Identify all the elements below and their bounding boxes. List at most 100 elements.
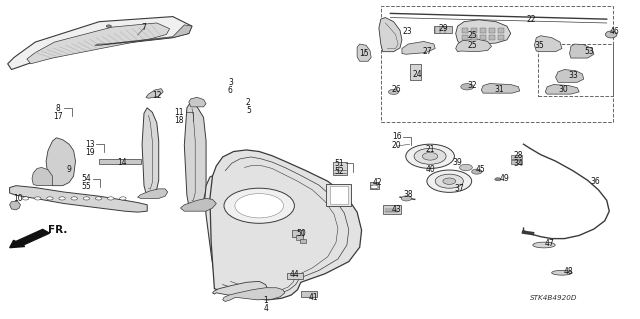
Polygon shape: [27, 23, 170, 64]
Circle shape: [461, 84, 474, 90]
Text: 50: 50: [296, 229, 306, 238]
Text: 33: 33: [568, 71, 578, 80]
Circle shape: [71, 197, 77, 200]
Circle shape: [108, 197, 114, 200]
Polygon shape: [556, 70, 584, 82]
Text: 3: 3: [228, 78, 233, 87]
Text: 26: 26: [392, 85, 402, 94]
Ellipse shape: [605, 31, 617, 38]
Bar: [301, 291, 317, 297]
Polygon shape: [570, 44, 594, 58]
Text: 54: 54: [81, 174, 92, 183]
Text: 27: 27: [422, 47, 433, 56]
Circle shape: [388, 89, 399, 94]
Polygon shape: [8, 17, 192, 70]
Polygon shape: [357, 44, 371, 61]
Text: 7: 7: [141, 23, 147, 32]
Text: STK4B4920D: STK4B4920D: [530, 295, 577, 301]
Polygon shape: [10, 202, 20, 210]
Bar: [538, 44, 613, 96]
Circle shape: [35, 197, 41, 200]
Text: 48: 48: [563, 267, 573, 276]
Circle shape: [443, 178, 456, 184]
Text: 23: 23: [402, 27, 412, 36]
Polygon shape: [138, 189, 168, 198]
Ellipse shape: [532, 242, 556, 248]
Text: 45: 45: [475, 165, 485, 174]
Polygon shape: [545, 85, 579, 94]
Text: 8: 8: [55, 104, 60, 113]
Text: 53: 53: [584, 47, 594, 56]
Polygon shape: [379, 18, 402, 52]
Text: 32: 32: [467, 81, 477, 90]
Bar: [300, 239, 306, 243]
Bar: [330, 186, 348, 204]
Polygon shape: [32, 167, 52, 186]
Text: 2: 2: [246, 98, 251, 107]
Bar: [489, 35, 495, 40]
Text: 38: 38: [403, 190, 413, 199]
Polygon shape: [481, 84, 520, 93]
Circle shape: [427, 170, 472, 192]
Text: 1: 1: [263, 296, 268, 305]
Polygon shape: [223, 288, 285, 301]
Circle shape: [422, 152, 438, 160]
Bar: [511, 160, 522, 164]
Text: 12: 12: [152, 91, 161, 100]
Bar: [498, 28, 504, 33]
Text: 4: 4: [263, 304, 268, 313]
Circle shape: [224, 188, 294, 223]
Text: 30: 30: [558, 85, 568, 94]
Circle shape: [371, 185, 378, 189]
Polygon shape: [456, 20, 511, 44]
Bar: [99, 159, 141, 164]
Text: 36: 36: [590, 177, 600, 186]
Bar: [434, 26, 452, 33]
Polygon shape: [46, 138, 76, 186]
Polygon shape: [402, 41, 435, 54]
Text: 41: 41: [308, 293, 319, 302]
Polygon shape: [10, 186, 147, 212]
FancyArrow shape: [10, 229, 49, 248]
Bar: [370, 182, 379, 189]
Bar: [296, 235, 303, 240]
Text: 29: 29: [438, 24, 448, 33]
Text: 10: 10: [13, 194, 23, 203]
Text: 25: 25: [467, 31, 477, 40]
Text: 34: 34: [513, 159, 524, 168]
Circle shape: [83, 197, 90, 200]
Text: 17: 17: [52, 112, 63, 121]
Text: 13: 13: [84, 140, 95, 149]
Text: 49: 49: [499, 174, 509, 183]
Circle shape: [406, 144, 454, 168]
Bar: [292, 230, 303, 237]
Bar: [381, 6, 613, 122]
Text: 25: 25: [467, 41, 477, 50]
Polygon shape: [205, 174, 302, 297]
Bar: [410, 64, 421, 80]
Polygon shape: [146, 89, 163, 98]
Text: 11: 11: [175, 108, 184, 117]
Polygon shape: [189, 97, 206, 107]
Ellipse shape: [552, 271, 572, 275]
Text: 22: 22: [527, 15, 536, 24]
Bar: [383, 205, 401, 214]
Circle shape: [472, 169, 482, 174]
Text: 24: 24: [412, 70, 422, 78]
Bar: [462, 28, 468, 33]
Polygon shape: [534, 36, 562, 52]
Circle shape: [401, 196, 412, 201]
Text: 28: 28: [514, 151, 523, 160]
Circle shape: [59, 197, 65, 200]
Circle shape: [106, 25, 111, 27]
Circle shape: [495, 178, 501, 181]
Bar: [471, 35, 477, 40]
Text: 21: 21: [426, 145, 435, 154]
Circle shape: [414, 148, 446, 164]
Text: 9: 9: [67, 165, 72, 174]
Text: 39: 39: [452, 158, 463, 167]
Polygon shape: [180, 198, 216, 211]
Text: 14: 14: [116, 158, 127, 167]
Polygon shape: [184, 102, 206, 206]
Text: 20: 20: [392, 141, 402, 150]
